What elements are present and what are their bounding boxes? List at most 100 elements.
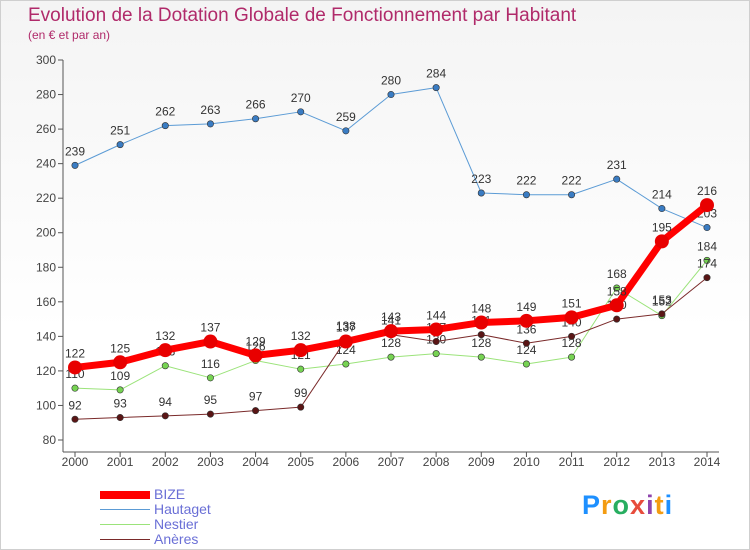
- data-point-nestier: [432, 350, 440, 358]
- data-point-bize: [429, 322, 444, 337]
- data-point-aneres: [568, 332, 576, 340]
- data-point-hautaget: [297, 108, 305, 116]
- data-label-nestier: 116: [201, 357, 220, 371]
- data-label-hautaget: 259: [336, 110, 356, 124]
- data-point-hautaget: [613, 175, 621, 183]
- x-tick-label: 2014: [694, 455, 721, 469]
- data-label-hautaget: 214: [652, 188, 672, 202]
- data-label-bize: 158: [607, 284, 627, 298]
- data-label-bize: 143: [381, 310, 401, 324]
- data-point-aneres: [297, 403, 305, 411]
- data-point-bize: [113, 355, 128, 370]
- data-point-nestier: [161, 362, 169, 370]
- legend-label-hautaget: Hautaget: [154, 501, 211, 517]
- data-point-nestier: [387, 353, 395, 361]
- x-tick-label: 2012: [603, 455, 630, 469]
- legend-item-bize: BIZE: [100, 487, 211, 502]
- data-label-hautaget: 263: [200, 103, 220, 117]
- data-label-bize: 122: [65, 346, 85, 360]
- data-point-aneres: [658, 310, 666, 318]
- y-tick-label: 80: [43, 433, 57, 447]
- data-point-hautaget: [568, 191, 576, 199]
- data-label-nestier: 124: [516, 343, 536, 357]
- data-point-bize: [654, 234, 669, 249]
- y-tick-label: 280: [36, 88, 56, 102]
- y-tick-label: 140: [36, 329, 56, 343]
- data-label-nestier: 126: [246, 340, 266, 354]
- data-point-bize: [519, 313, 534, 328]
- data-label-hautaget: 284: [426, 67, 446, 81]
- legend-item-aneres: Anères: [100, 532, 211, 547]
- data-point-bize: [203, 334, 218, 349]
- data-point-hautaget: [161, 122, 169, 130]
- x-tick-label: 2010: [513, 455, 540, 469]
- data-point-hautaget: [252, 115, 260, 123]
- data-label-nestier: 184: [697, 239, 717, 253]
- x-tick-label: 2000: [62, 455, 89, 469]
- data-point-bize: [248, 348, 263, 363]
- data-point-hautaget: [206, 120, 214, 128]
- x-tick-label: 2002: [152, 455, 179, 469]
- data-point-nestier: [116, 386, 124, 394]
- data-label-hautaget: 222: [516, 174, 536, 188]
- data-label-aneres: 93: [113, 397, 127, 411]
- y-tick-label: 200: [36, 226, 56, 240]
- chart-title: Evolution de la Dotation Globale de Fonc…: [28, 5, 577, 26]
- data-label-bize: 144: [426, 308, 446, 322]
- data-label-bize: 195: [652, 220, 672, 234]
- data-label-bize: 148: [471, 302, 491, 316]
- data-label-hautaget: 270: [291, 91, 311, 105]
- proxiti-logo: Proxiti: [582, 490, 674, 520]
- data-label-bize: 149: [516, 300, 536, 314]
- data-point-nestier: [613, 284, 621, 292]
- data-label-aneres: 174: [697, 257, 717, 271]
- data-label-bize: 137: [336, 321, 356, 335]
- x-tick-label: 2001: [107, 455, 134, 469]
- data-label-aneres: 95: [204, 393, 218, 407]
- data-point-aneres: [252, 407, 260, 415]
- y-tick-label: 120: [36, 364, 56, 378]
- data-label-aneres: 153: [652, 293, 672, 307]
- data-point-bize: [158, 343, 173, 358]
- y-tick-label: 300: [36, 53, 56, 67]
- data-point-aneres: [522, 339, 530, 347]
- data-point-bize: [564, 310, 579, 325]
- x-tick-label: 2009: [468, 455, 495, 469]
- x-tick-label: 2011: [559, 455, 585, 469]
- data-point-nestier: [522, 360, 530, 368]
- data-label-bize: 132: [155, 329, 175, 343]
- data-label-aneres: 141: [381, 314, 401, 328]
- data-label-nestier: 128: [562, 336, 582, 350]
- legend-swatch-hautaget: [100, 509, 150, 510]
- data-point-hautaget: [387, 91, 395, 99]
- data-point-hautaget: [522, 191, 530, 199]
- data-point-nestier: [568, 353, 576, 361]
- data-point-aneres: [613, 315, 621, 323]
- data-point-aneres: [432, 338, 440, 346]
- legend-swatch-bize: [100, 490, 150, 499]
- data-label-bize: 129: [246, 334, 266, 348]
- data-label-nestier: 152: [652, 295, 672, 309]
- data-label-hautaget: 231: [607, 158, 627, 172]
- data-label-hautaget: 280: [381, 74, 401, 88]
- data-point-nestier: [477, 353, 485, 361]
- data-label-bize: 137: [200, 321, 220, 335]
- data-point-bize: [293, 343, 308, 358]
- legend-swatch-aneres: [100, 539, 150, 540]
- data-point-aneres: [703, 274, 711, 282]
- x-tick-label: 2004: [242, 455, 269, 469]
- x-tick-label: 2005: [287, 455, 314, 469]
- data-label-hautaget: 266: [246, 98, 266, 112]
- data-label-aneres: 97: [249, 390, 263, 404]
- data-label-aneres: 94: [159, 395, 173, 409]
- data-label-hautaget: 251: [110, 124, 130, 138]
- legend-item-nestier: Nestier: [100, 517, 211, 532]
- legend-label-nestier: Nestier: [154, 516, 199, 532]
- x-tick-label: 2008: [423, 455, 450, 469]
- data-point-nestier: [206, 374, 214, 382]
- legend-label-bize: BIZE: [154, 486, 186, 502]
- y-tick-label: 180: [36, 260, 56, 274]
- data-point-hautaget: [658, 205, 666, 213]
